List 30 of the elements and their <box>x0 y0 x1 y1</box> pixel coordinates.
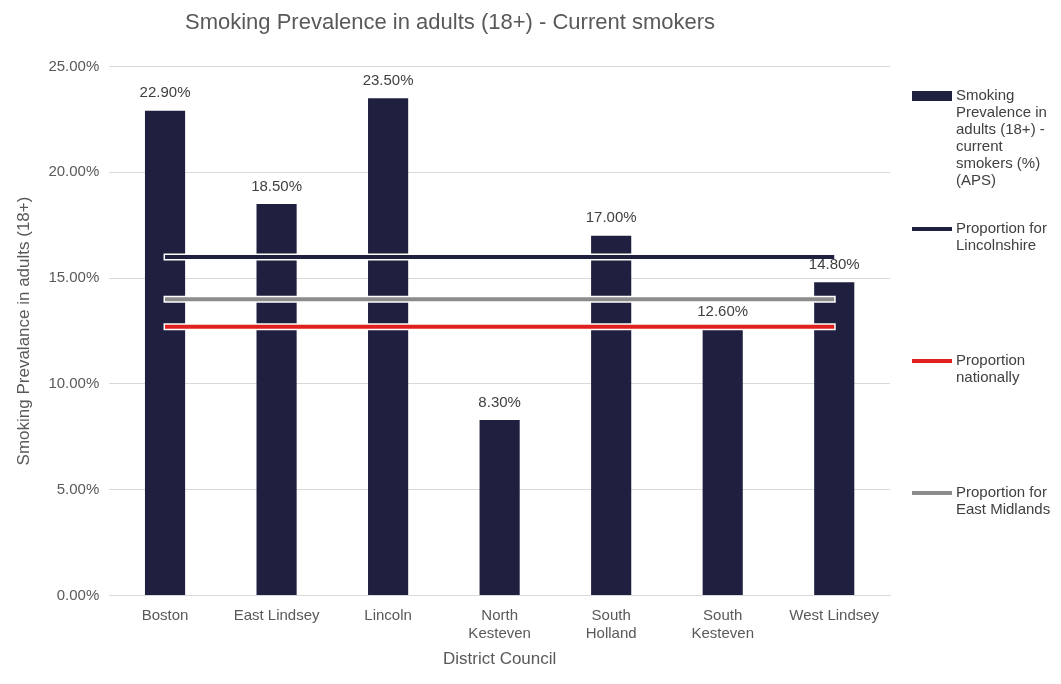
legend-label: Proportion for East Midlands <box>956 483 1052 517</box>
x-tick-label: West Lindsey <box>789 605 880 623</box>
y-tick-label: 25.00% <box>48 56 100 74</box>
data-label: 17.00% <box>585 208 637 226</box>
y-tick-label: 15.00% <box>48 268 100 286</box>
y-tick-label: 10.00% <box>48 374 100 392</box>
legend-label: Proportion nationally <box>956 351 1027 385</box>
data-label: 22.90% <box>139 83 191 101</box>
legend-label: Proportion for Lincolnshire <box>956 219 1048 253</box>
data-label: 23.50% <box>362 70 414 88</box>
bar <box>479 419 520 596</box>
data-label: 8.30% <box>478 392 521 410</box>
x-axis-title: District Council <box>442 649 557 669</box>
chart-title: Smoking Prevalence in adults (18+) - Current smokers <box>184 9 716 35</box>
x-tick-label: Boston <box>141 605 189 623</box>
x-tick-label: East Lindsey <box>233 605 321 623</box>
legend-label: Smoking Prevalence in adults (18+) - current smokers (%) (APS) <box>956 86 1048 188</box>
x-tick-label: South Holland <box>585 605 637 641</box>
y-tick-label: 20.00% <box>48 162 100 180</box>
x-tick-label: Lincoln <box>364 605 412 623</box>
y-axis-title: Smoking Prevalance in adults (18+) <box>13 196 33 466</box>
y-tick-label: 5.00% <box>56 479 100 497</box>
data-label: 14.80% <box>808 254 860 272</box>
x-tick-label: North Kesteven <box>468 605 531 641</box>
bar <box>814 282 855 596</box>
data-label: 18.50% <box>251 176 303 194</box>
y-tick-label: 0.00% <box>56 585 100 603</box>
bar <box>702 328 743 596</box>
data-label: 12.60% <box>697 301 749 319</box>
x-tick-label: South Kesteven <box>691 605 754 641</box>
